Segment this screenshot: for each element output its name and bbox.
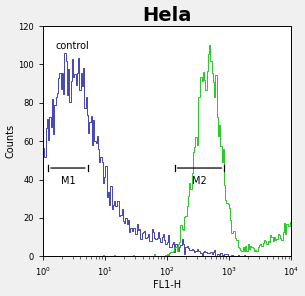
Text: M2: M2 [192, 176, 207, 186]
Text: M1: M1 [61, 176, 75, 186]
X-axis label: FL1-H: FL1-H [153, 280, 181, 290]
Title: Hela: Hela [142, 6, 192, 25]
Text: control: control [56, 41, 89, 52]
Y-axis label: Counts: Counts [5, 124, 16, 158]
